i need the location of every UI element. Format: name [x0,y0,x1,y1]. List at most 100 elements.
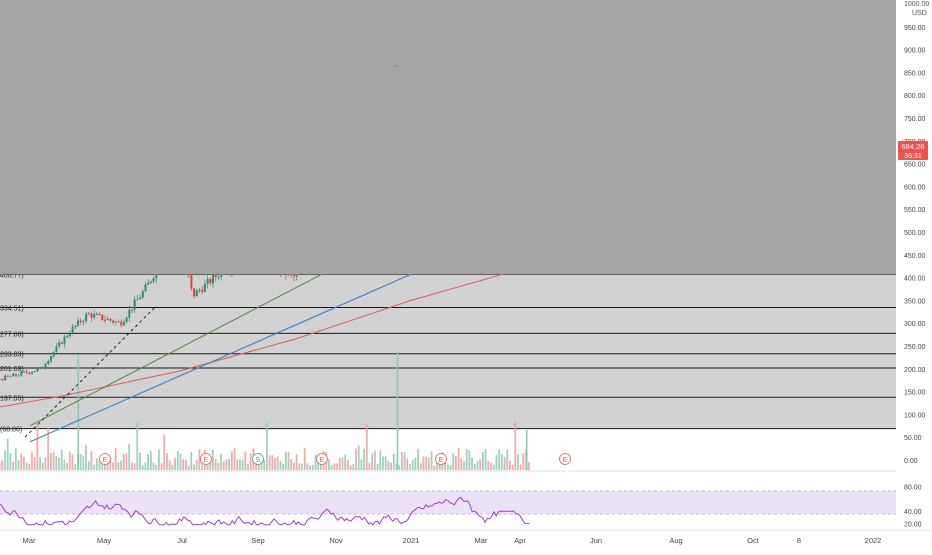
volume-bar [198,449,201,470]
volume-bar [452,453,455,470]
volume-bar [193,464,195,470]
rsi-scale-ticks: 80.00 40.00 20.00 [904,484,922,528]
volume-bar [503,456,506,470]
volume-bar [357,445,360,470]
volume-bar [9,453,12,470]
level-label: 277.66) [0,331,24,338]
earnings-marker[interactable]: E [559,453,571,465]
candle [201,285,204,295]
volume-bar [182,459,185,470]
volume-bar [31,452,33,470]
last-price-value: 684.26 [902,142,925,151]
candle [60,341,63,345]
volume-bar [517,454,519,470]
volume-bar [25,462,28,470]
time-axis-label: Apr [514,536,526,545]
volume-bar [306,463,309,470]
volume-bar [279,460,282,470]
volume-bar [14,448,17,470]
dashed-projection-line[interactable] [24,306,156,438]
volume-bar [396,352,399,470]
svg-text:E: E [103,457,108,464]
volume-bar [509,460,511,470]
candle [25,369,28,375]
volume-bar [363,448,365,470]
volume-bar [195,460,198,470]
earnings-marker[interactable]: E [99,453,111,465]
volume-bar [12,461,14,470]
volume-bar [311,464,314,470]
volume-bar [352,464,355,470]
earnings-marker[interactable]: E [435,453,447,465]
candle [41,365,44,369]
price-tick-label: 200.00 [904,367,926,374]
price-scale-background[interactable] [896,0,932,470]
time-axis-label: Mar [475,536,488,545]
volume-bar [220,454,222,470]
candle [28,372,31,375]
volume-bar [212,449,214,470]
volume-bars [0,352,530,470]
candle [0,376,1,381]
candle [47,359,50,365]
volume-bar [50,453,52,470]
volume-bar [236,459,239,470]
volume-bar [257,461,260,470]
time-axis-label: 8 [797,536,801,545]
level-label: 137.55) [0,395,24,402]
svg-text:E: E [204,457,209,464]
candle [122,319,125,326]
volume-bar [168,460,171,470]
volume-bar [368,462,371,470]
volume-bar [77,355,80,470]
lower-zone-fill [0,274,896,429]
volume-bar [414,457,417,470]
volume-bar [482,451,484,470]
volume-bar [125,453,128,470]
candle [109,318,112,323]
candle [98,312,101,316]
earnings-marker[interactable]: E [316,453,328,465]
candle [209,277,212,286]
volume-bar [114,448,117,470]
volume-bar [93,464,95,470]
candle [68,330,71,339]
volume-bar [58,457,60,470]
candle [63,334,66,348]
candle [90,311,93,322]
volume-bar [155,464,158,470]
volume-bar [104,460,106,470]
volume-bar [133,463,136,470]
price-scale-top-label: 1000.00 [904,1,929,8]
volume-bar [449,465,452,470]
level-label: (68.86) [0,427,22,434]
last-price-tag[interactable]: 684.26 36:31 [898,141,928,160]
volume-bar [214,458,217,470]
candle [6,375,9,377]
time-axis-label: 2022 [865,536,882,545]
time-axis-labels[interactable]: Mar May Jul Sep Nov 2021 Mar Apr Jun Aug Oct 8 2022 [23,536,882,545]
candle [12,372,15,377]
volume-bar [471,457,473,470]
candle [106,316,109,321]
svg-text:E: E [563,457,568,464]
volume-bar [176,450,179,470]
split-marker[interactable]: S [252,453,264,465]
volume-bar [301,463,303,470]
volume-bar [187,465,190,470]
candle [74,325,77,330]
candle [203,279,206,293]
earnings-marker[interactable]: E [200,453,212,465]
candle [36,367,39,373]
candle [52,351,55,359]
volume-bar [190,451,193,470]
volume-bar [39,457,41,470]
volume-bar [185,459,187,470]
volume-bar [468,450,471,470]
time-axis-label: Jun [590,536,602,545]
candle [95,312,98,315]
volume-bar [109,458,112,470]
